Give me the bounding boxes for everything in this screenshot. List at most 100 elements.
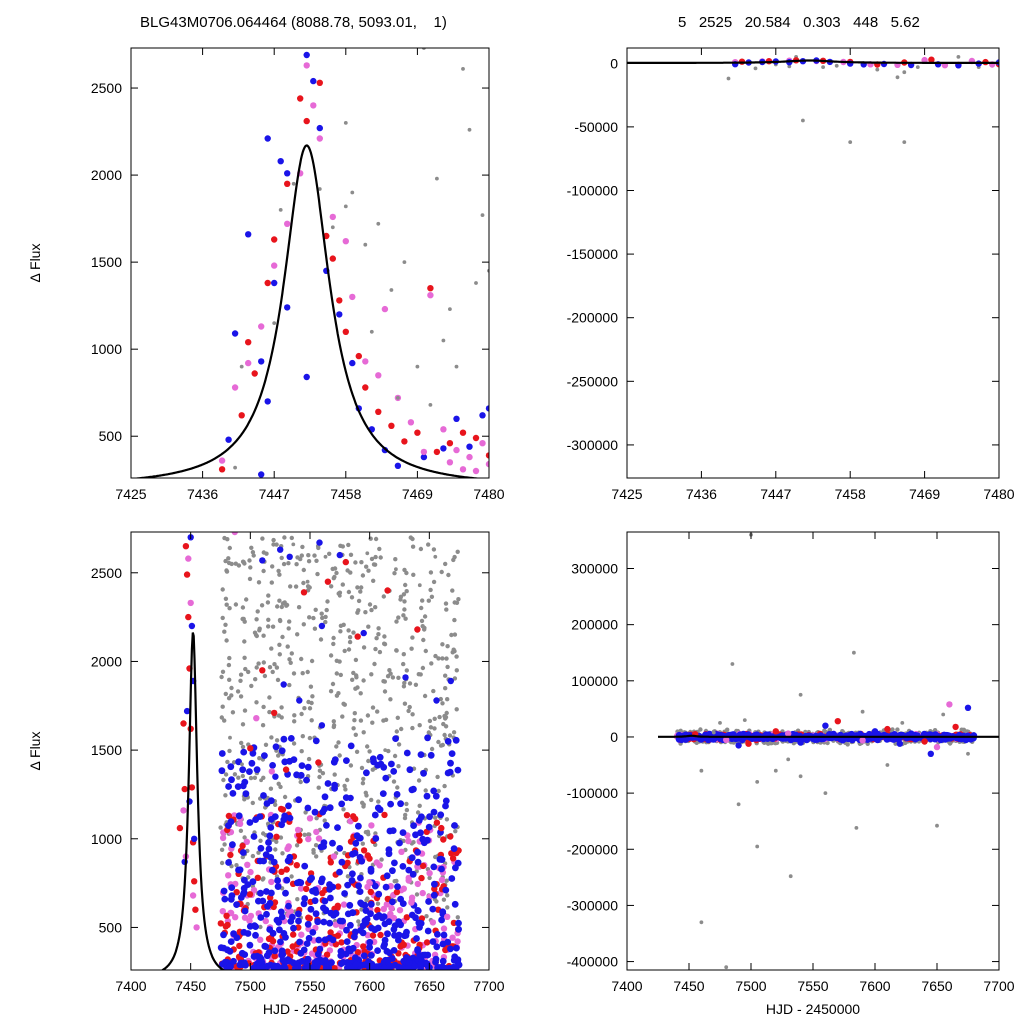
y-tick-label: 1000 xyxy=(91,831,122,847)
data-point-blue xyxy=(433,943,441,951)
data-point-grey xyxy=(373,831,378,836)
data-point-grey xyxy=(269,735,274,740)
data-point-grey xyxy=(407,704,412,710)
data-point-blue xyxy=(410,822,417,829)
data-point-red xyxy=(367,888,374,896)
data-point-grey xyxy=(370,720,375,725)
x-tick-label: 7425 xyxy=(115,486,146,502)
y-axis-label: Δ Flux xyxy=(27,244,43,283)
y-tick-label: -300000 xyxy=(567,897,619,913)
y-tick-label: 100000 xyxy=(571,673,618,689)
data-point-blue xyxy=(447,759,454,767)
data-point-blue xyxy=(452,736,460,744)
data-point-grey xyxy=(421,637,426,643)
data-point-blue xyxy=(271,947,279,955)
data-point-blue xyxy=(414,848,421,856)
data-point-grey xyxy=(372,661,377,667)
data-point-blue xyxy=(454,956,462,964)
data-point-grey xyxy=(312,553,317,558)
data-point-blue xyxy=(381,964,388,970)
data-point-grey xyxy=(394,648,399,653)
data-point-grey xyxy=(274,665,280,670)
data-point-blue xyxy=(270,964,278,970)
data-point-red xyxy=(419,862,427,870)
data-point-grey xyxy=(445,905,450,910)
data-point-red xyxy=(928,56,935,63)
y-tick-label: -50000 xyxy=(574,119,618,135)
data-point-blue xyxy=(348,877,356,884)
data-point-grey xyxy=(233,465,238,470)
data-point-blue xyxy=(437,811,445,819)
data-point-grey xyxy=(346,647,352,652)
data-point-blue xyxy=(431,880,438,888)
data-point-grey xyxy=(376,221,381,226)
data-point-pink xyxy=(303,62,310,69)
plot-frame xyxy=(626,47,1000,479)
data-point-blue xyxy=(363,769,370,777)
data-point-grey xyxy=(345,777,350,783)
data-point-pink xyxy=(453,446,460,454)
data-point-red xyxy=(316,79,323,87)
data-point-grey xyxy=(223,793,228,798)
data-point-blue xyxy=(285,902,292,910)
data-point-blue xyxy=(257,844,265,852)
data-point-grey xyxy=(307,615,312,620)
data-point-blue xyxy=(389,827,397,834)
data-point-red xyxy=(418,874,425,882)
data-point-blue xyxy=(479,412,486,419)
data-point-grey xyxy=(287,619,292,624)
data-point-grey xyxy=(267,665,273,670)
data-point-blue xyxy=(257,955,265,963)
data-point-grey xyxy=(821,65,825,69)
data-point-blue xyxy=(249,749,257,757)
data-point-grey xyxy=(403,812,408,818)
y-tick-label: -250000 xyxy=(567,373,619,389)
data-point-grey xyxy=(447,733,453,738)
data-point-grey xyxy=(343,787,348,792)
data-point-blue xyxy=(311,897,319,905)
data-point-grey xyxy=(266,624,271,629)
data-point-blue xyxy=(383,947,391,955)
data-point-grey xyxy=(377,649,383,655)
data-point-grey xyxy=(285,644,290,649)
data-point-pink xyxy=(444,913,451,920)
data-point-blue xyxy=(226,947,234,955)
data-point-grey xyxy=(445,644,450,649)
data-point-grey xyxy=(238,828,244,833)
data-point-red xyxy=(269,937,277,945)
data-point-grey xyxy=(247,558,252,563)
data-point-blue xyxy=(339,917,346,925)
data-point-grey xyxy=(328,689,334,694)
data-point-blue xyxy=(485,405,489,412)
data-point-grey xyxy=(322,818,327,823)
x-tick-label: 7469 xyxy=(402,486,433,502)
data-point-grey xyxy=(284,602,290,608)
data-point-pink xyxy=(258,323,265,330)
data-point-blue xyxy=(366,938,374,946)
data-point-grey xyxy=(730,662,735,666)
x-axis-label: HJD - 2450000 xyxy=(766,1001,860,1017)
data-point-grey xyxy=(334,570,339,576)
data-point-pink xyxy=(284,220,291,227)
data-point-grey xyxy=(220,615,225,621)
data-point-blue xyxy=(394,462,402,469)
data-point-blue xyxy=(295,878,303,886)
data-point-grey xyxy=(698,727,703,732)
data-point-grey xyxy=(299,749,304,754)
data-point-red xyxy=(834,718,841,725)
data-point-grey xyxy=(240,722,246,727)
data-point-blue xyxy=(225,963,233,970)
data-point-grey xyxy=(956,55,961,59)
data-point-grey xyxy=(317,187,322,191)
y-tick-label: -100000 xyxy=(567,182,619,198)
data-point-blue xyxy=(381,940,388,948)
data-point-grey xyxy=(406,708,411,714)
data-point-grey xyxy=(378,555,383,560)
x-tick-label: 7436 xyxy=(686,486,717,502)
data-point-grey xyxy=(382,634,387,639)
data-point-blue xyxy=(290,756,298,763)
data-point-grey xyxy=(443,601,449,606)
data-point-grey xyxy=(404,589,409,594)
data-point-blue xyxy=(236,866,244,874)
